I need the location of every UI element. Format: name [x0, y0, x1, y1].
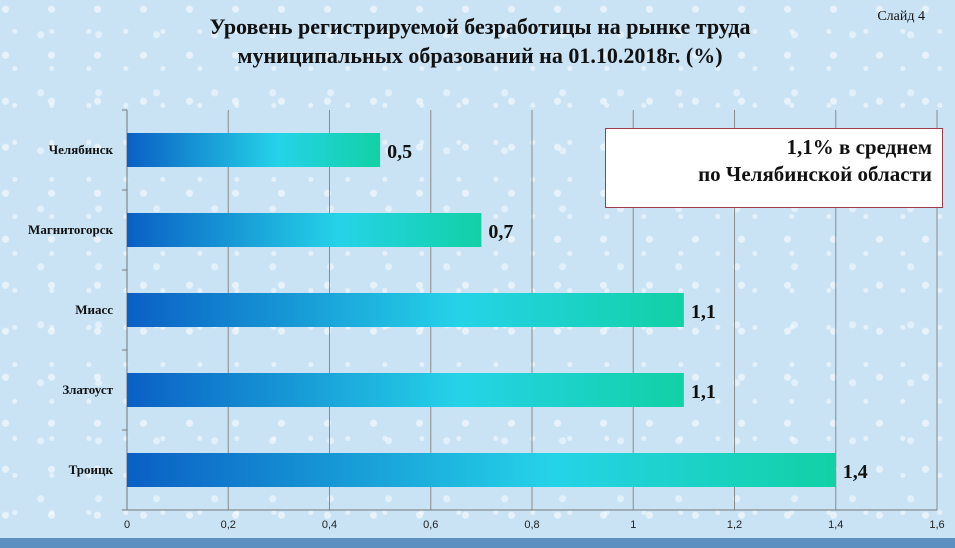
chart-title-line-2: муниципальных образований на 01.10.2018г…: [237, 43, 723, 68]
average-summary-line-1: 1,1% в среднем: [786, 135, 932, 159]
x-tick-label: 0: [124, 519, 130, 531]
slide-number: Слайд 4: [877, 9, 925, 24]
average-summary-box: 1,1% в среднем по Челябинской области: [605, 128, 943, 208]
slide-bottom-border: [0, 538, 955, 548]
chart-title-line-1: Уровень регистрируемой безработицы на ры…: [209, 14, 751, 39]
data-label: 0,7: [488, 221, 513, 243]
bar: [127, 133, 381, 167]
x-tick-label: 0,4: [322, 519, 337, 531]
x-tick-label: 1: [630, 519, 636, 531]
bar: [127, 453, 836, 487]
x-tick-label: 0,6: [423, 519, 438, 531]
category-label: Челябинск: [49, 142, 114, 157]
data-label: 1,4: [843, 461, 868, 483]
chart-title: Уровень регистрируемой безработицы на ры…: [150, 12, 810, 70]
data-label: 1,1: [691, 301, 716, 323]
x-tick-label: 1,4: [828, 519, 843, 531]
x-tick-label: 0,8: [524, 519, 539, 531]
category-label: Магнитогорск: [28, 222, 113, 237]
bar: [127, 373, 684, 407]
category-label: Миасс: [75, 302, 113, 317]
x-tick-label: 0,2: [221, 519, 236, 531]
data-label: 1,1: [691, 381, 716, 403]
x-tick-label: 1,2: [727, 519, 742, 531]
x-tick-label: 1,6: [929, 519, 944, 531]
data-label: 0,5: [387, 141, 412, 163]
average-summary-line-2: по Челябинской области: [698, 162, 932, 186]
bar: [127, 213, 482, 247]
bar: [127, 293, 684, 327]
category-label: Троицк: [69, 462, 114, 477]
category-label: Златоуст: [62, 382, 113, 397]
